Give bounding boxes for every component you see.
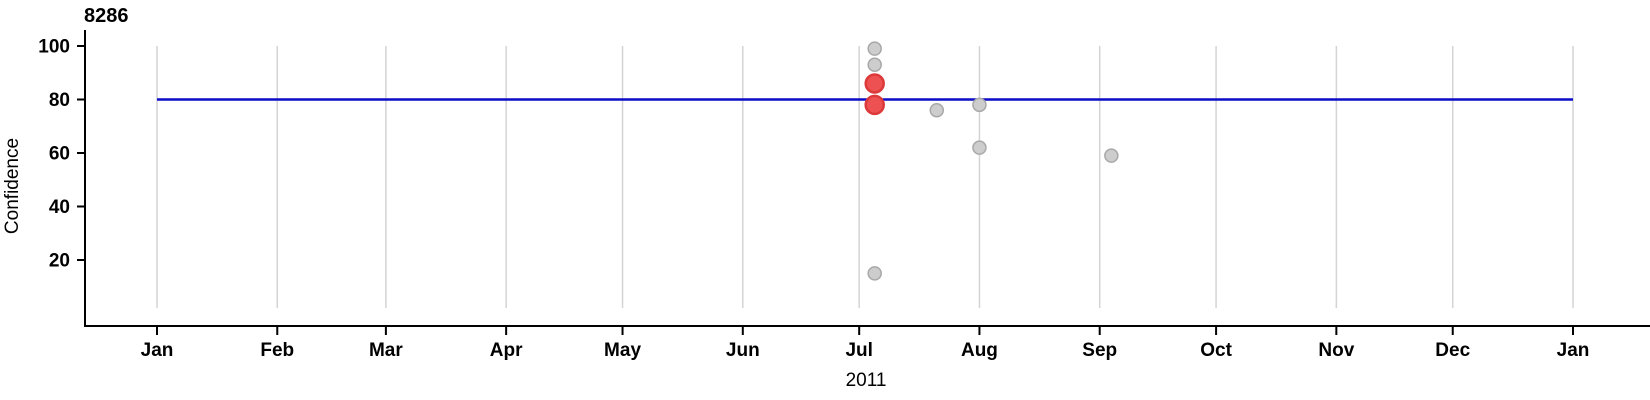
y-axis-title: Confidence (2, 138, 23, 234)
highlighted-data-point (864, 73, 885, 94)
x-tick-label-may: May (604, 340, 641, 361)
regular-data-point (972, 140, 987, 155)
regular-data-point (972, 97, 987, 113)
x-tick-label-aug: Aug (961, 340, 998, 361)
x-tick-label-jan: Jan (1557, 340, 1590, 361)
y-tick-label: 80 (49, 90, 70, 111)
x-tick-label-jan: Jan (141, 340, 174, 361)
x-tick-label-oct: Oct (1200, 340, 1232, 361)
regular-data-point (867, 41, 882, 56)
x-tick-label-sep: Sep (1082, 340, 1117, 361)
chart-title: 8286 (84, 5, 129, 27)
x-tick-label-feb: Feb (260, 340, 294, 361)
y-tick-label: 20 (49, 251, 70, 272)
regular-data-point (929, 102, 945, 118)
x-tick-label-jun: Jun (726, 340, 760, 361)
y-tick-label: 40 (49, 197, 70, 218)
axes: 100 80 60 40 20 Jan Feb Mar Apr May Jun Jul Aug Sep Oc… (38, 30, 1650, 361)
x-tick-label-nov: Nov (1318, 340, 1354, 361)
month-gridlines (156, 46, 1574, 308)
regular-data-point (1104, 148, 1119, 163)
regular-data-point (867, 57, 882, 72)
x-axis-title: 2011 (846, 370, 887, 391)
x-tick-label-apr: Apr (490, 340, 523, 361)
x-tick-label-jul: Jul (845, 340, 872, 361)
data-points (864, 41, 1119, 281)
y-tick-label: 60 (49, 144, 70, 165)
highlighted-data-point (864, 94, 885, 116)
x-tick-label-mar: Mar (369, 340, 403, 361)
regular-data-point (867, 266, 882, 281)
y-tick-label: 100 (38, 37, 70, 58)
x-tick-label-dec: Dec (1435, 340, 1470, 361)
